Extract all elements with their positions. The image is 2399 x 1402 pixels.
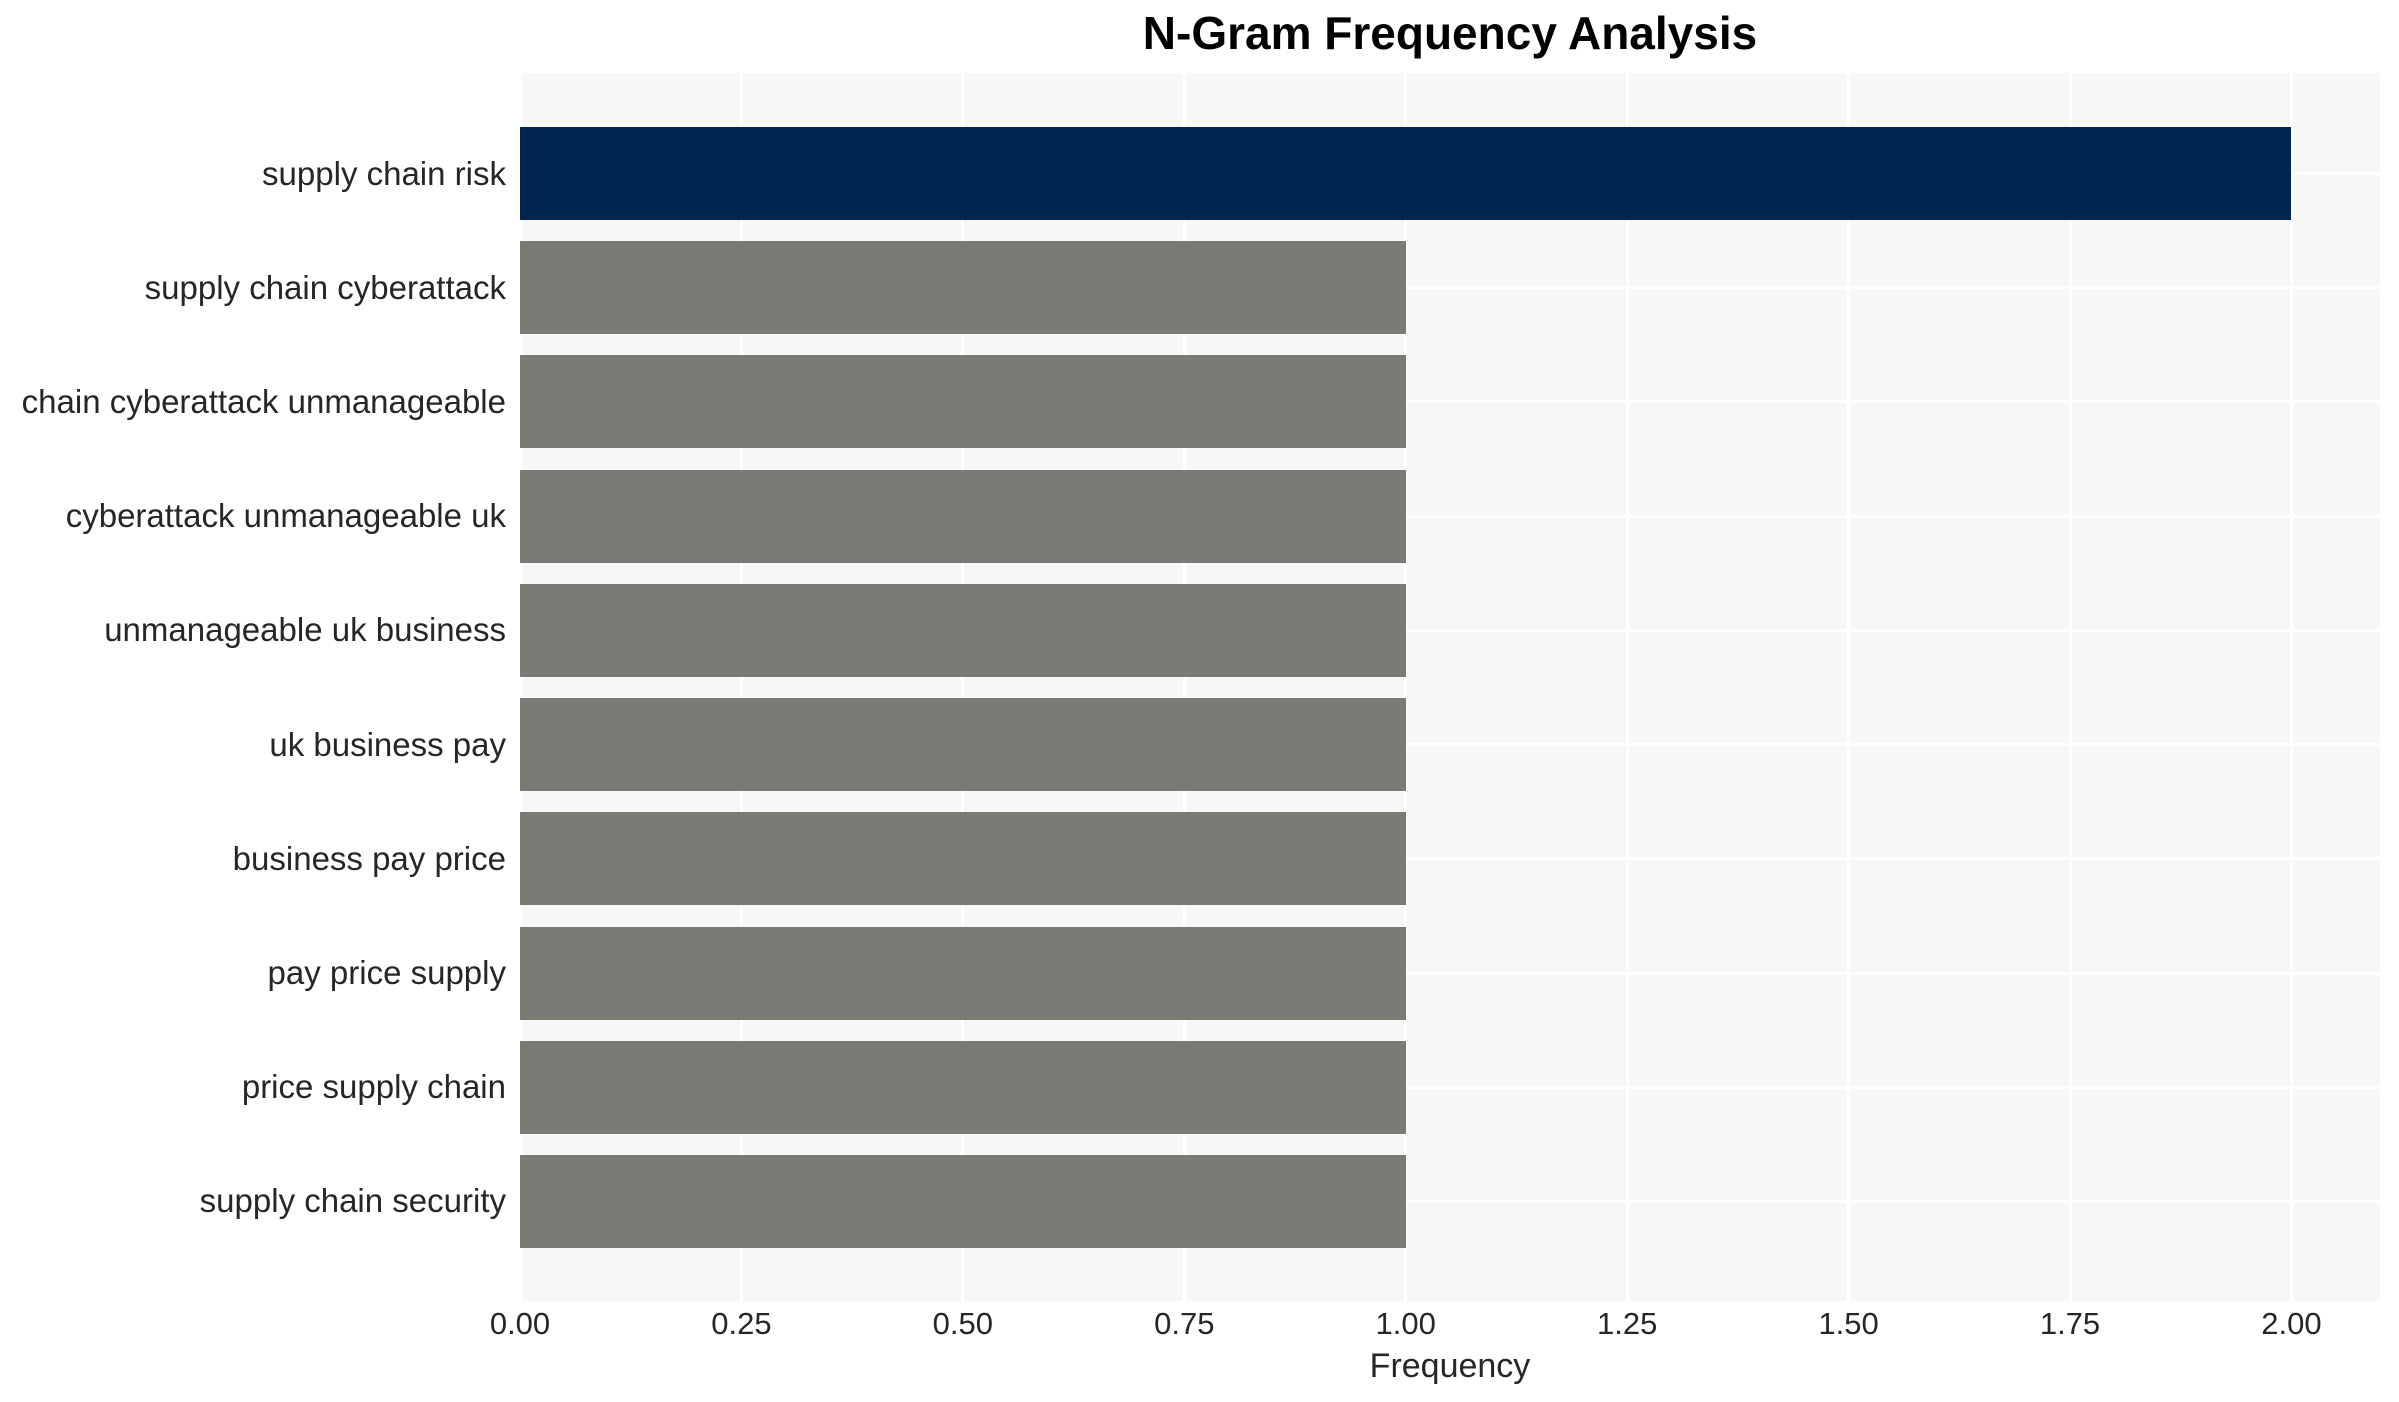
gridline-horizontal	[520, 1199, 2380, 1203]
x-tick-label: 0.00	[489, 1306, 551, 1341]
bar	[520, 583, 1406, 677]
y-tick-label: uk business pay	[269, 725, 506, 763]
gridline-horizontal	[520, 628, 2380, 632]
gridline-horizontal	[520, 1085, 2380, 1089]
gridline-horizontal	[520, 971, 2380, 975]
bar	[520, 469, 1406, 563]
gridline-horizontal	[520, 743, 2380, 747]
gridline-vertical	[961, 73, 965, 1301]
x-tick-label: 0.50	[932, 1306, 994, 1341]
x-tick-label: 1.00	[1375, 1306, 1436, 1341]
gridline-vertical	[1404, 73, 1408, 1301]
x-tick-label: 1.25	[1596, 1306, 1658, 1341]
y-tick-label: unmanageable uk business	[104, 611, 506, 649]
bar	[520, 1040, 1406, 1134]
y-tick-label: chain cyberattack unmanageable	[21, 382, 506, 420]
gridline-horizontal	[520, 514, 2380, 518]
bar	[520, 127, 2292, 220]
gridline-horizontal	[520, 400, 2380, 404]
gridline-vertical	[520, 73, 522, 1301]
x-tick-label: 2.00	[2261, 1306, 2322, 1341]
bar	[520, 1154, 1406, 1248]
bar	[520, 241, 1406, 335]
y-tick-label: supply chain cyberattack	[144, 268, 506, 306]
bar	[520, 355, 1406, 449]
gridline-vertical	[739, 73, 743, 1301]
gridline-horizontal	[520, 286, 2380, 290]
gridline-vertical	[1625, 73, 1629, 1301]
bar	[520, 926, 1406, 1020]
gridline-vertical	[2289, 73, 2293, 1301]
x-tick-label: 0.75	[1154, 1306, 1215, 1341]
x-axis-title: Frequency	[1369, 1347, 1531, 1385]
x-tick-label: 1.75	[2039, 1306, 2101, 1341]
y-tick-label: pay price supply	[267, 954, 506, 992]
gridline-vertical	[2068, 73, 2072, 1301]
x-tick-label: 0.25	[711, 1306, 772, 1341]
y-tick-label: business pay price	[232, 839, 506, 877]
gridline-vertical	[1847, 73, 1851, 1301]
gridline-vertical	[1182, 73, 1186, 1301]
bar	[520, 698, 1406, 792]
y-tick-label: price supply chain	[241, 1068, 506, 1106]
y-tick-label: cyberattack unmanageable uk	[65, 497, 506, 535]
plot-area	[520, 73, 2380, 1301]
y-tick-label: supply chain risk	[262, 154, 506, 192]
y-tick-label: supply chain security	[199, 1182, 506, 1220]
chart-title: N-Gram Frequency Analysis	[1142, 7, 1758, 59]
bar	[520, 812, 1406, 906]
gridline-horizontal	[520, 857, 2380, 861]
x-tick-label: 1.50	[1818, 1306, 1879, 1341]
